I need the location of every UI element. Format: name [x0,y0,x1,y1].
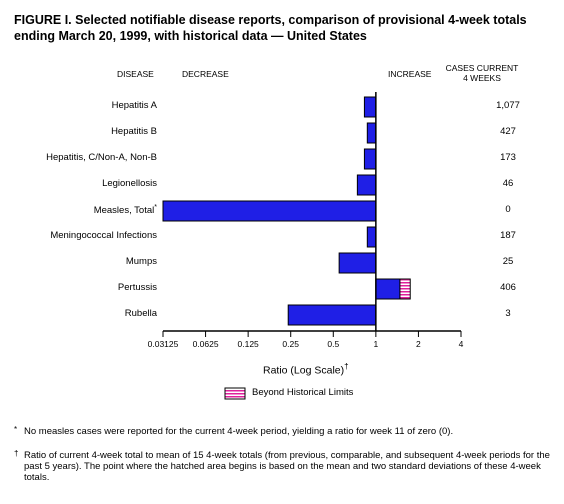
disease-label: Hepatitis A [112,100,157,111]
disease-label: Hepatitis B [111,126,157,137]
x-tick-label: 0.125 [237,339,259,349]
bar [363,96,377,118]
cases-value: 427 [500,126,516,137]
disease-name: Hepatitis, C/Non-A, Non-B [46,152,157,163]
legend-label: Beyond Historical Limits [252,387,354,398]
legend-swatch-hatched [224,387,246,400]
bar [356,174,377,196]
decrease-header: DECREASE [182,69,229,79]
disease-column-header: DISEASE [117,69,154,79]
disease-name: Rubella [124,308,157,319]
cases-value: 173 [500,152,516,163]
cases-header-line1: CASES CURRENT [445,63,519,73]
bar [375,278,401,300]
cases-column-header: CASES CURRENT 4 WEEKS [440,63,524,83]
cases-header-line2: 4 WEEKS [463,73,501,83]
bar [366,122,377,144]
cases-value: 406 [500,282,516,293]
cases-value: 3 [505,308,511,319]
cases-value: 1,077 [496,100,520,111]
disease-label: Pertussis [118,282,157,293]
disease-label: Measles, Total* [94,204,157,216]
x-tick-label: 2 [416,339,421,349]
figure-title: FIGURE I. Selected notifiable disease re… [14,13,527,43]
bar [162,200,377,222]
footnote-ratio: † Ratio of current 4-week total to mean … [14,449,554,483]
disease-name: Hepatitis A [111,100,157,111]
x-tick-label: 0.25 [282,339,299,349]
cases-value: 46 [502,178,514,189]
x-axis-label: Ratio (Log Scale)† [263,362,349,377]
disease-footnote-mark: * [154,204,157,211]
disease-name: Meningococcal Infections [50,230,157,241]
x-tick-label: 4 [458,339,464,349]
disease-label: Hepatitis, C/Non-A, Non-B [46,152,157,163]
increase-header: INCREASE [388,69,432,79]
x-axis-label-text: Ratio (Log Scale) [263,364,345,377]
disease-label: Meningococcal Infections [50,230,157,241]
disease-label: Legionellosis [102,178,157,189]
x-tick-label: 0.03125 [147,339,179,349]
footnote-mark: † [14,449,19,458]
footnote-mark: * [14,425,18,434]
bar [363,148,377,170]
x-axis-label-mark: † [344,362,349,371]
footnote-measles: * No measles cases were reported for the… [14,425,554,437]
bar [366,226,377,248]
cases-value: 25 [502,256,514,267]
disease-name: Hepatitis B [111,126,157,137]
x-tick-label: 0.5 [327,339,340,349]
bar [287,304,377,326]
disease-name: Mumps [125,256,157,267]
footnote-text: Ratio of current 4-week total to mean of… [24,450,550,483]
bar [338,252,377,274]
x-tick-label: 1 [373,339,379,349]
disease-name: Measles, Total [93,205,155,217]
cases-value: 0 [505,204,511,215]
disease-label: Mumps [126,256,157,267]
disease-label: Rubella [125,308,157,319]
disease-name: Legionellosis [102,178,157,189]
footnote-text: No measles cases were reported for the c… [24,426,454,437]
cases-value: 187 [500,230,516,241]
disease-name: Pertussis [117,282,157,293]
bar-beyond-limits [399,278,411,300]
x-tick-label: 0.0625 [192,339,219,349]
